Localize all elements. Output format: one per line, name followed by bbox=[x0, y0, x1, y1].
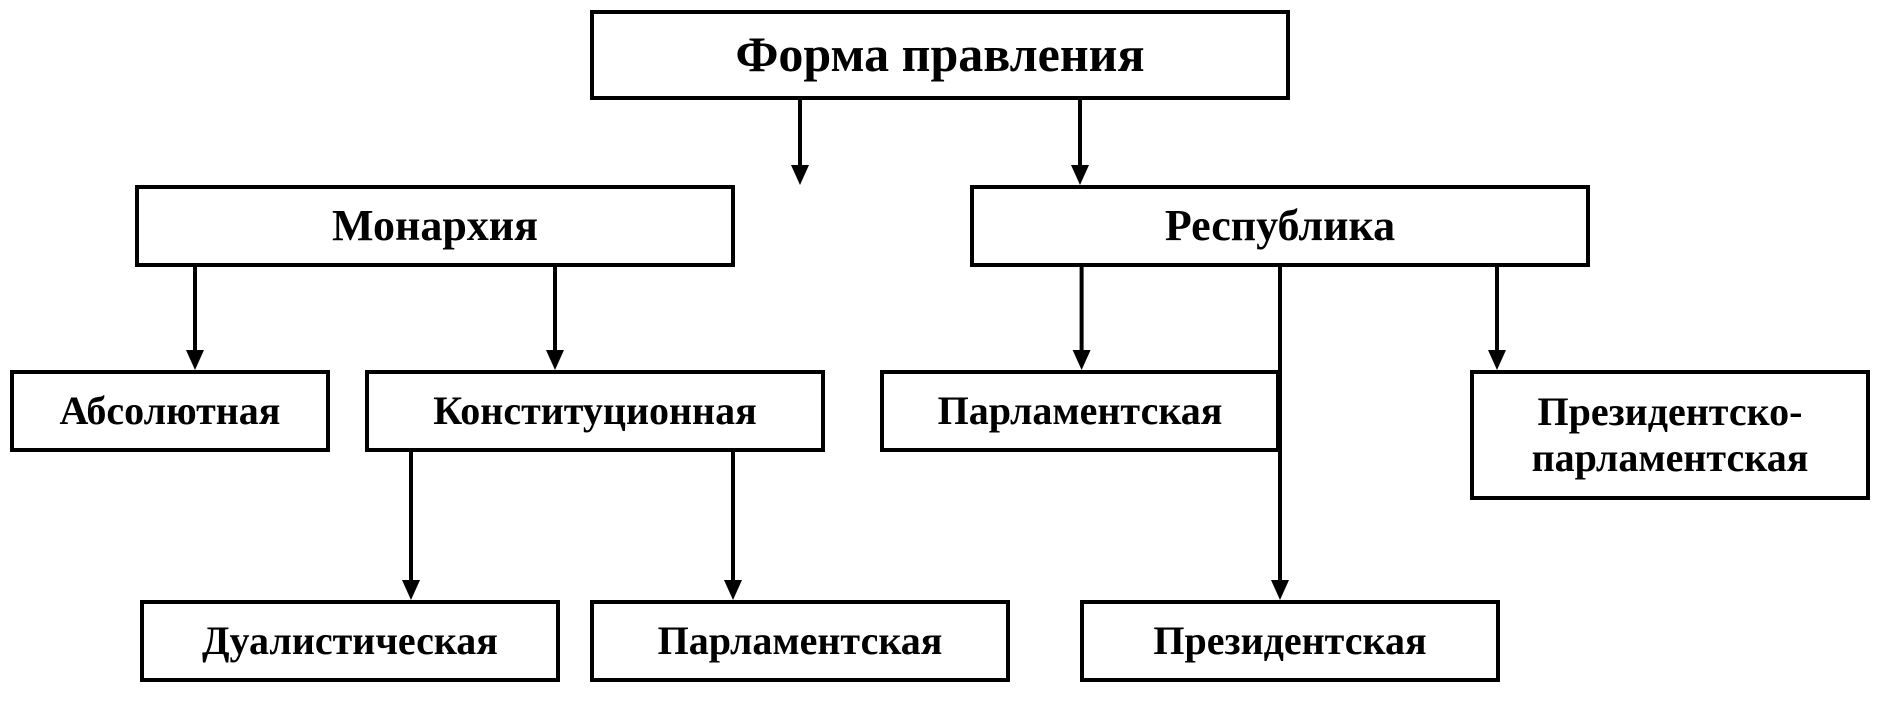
node-parl_r: Парламентская bbox=[880, 370, 1280, 452]
node-label: Республика bbox=[1165, 201, 1395, 252]
node-label: Парламентская bbox=[938, 388, 1223, 434]
node-prespar: Президентско- парламентская bbox=[1470, 370, 1870, 500]
node-label: Конституционная bbox=[433, 388, 756, 434]
node-abs: Абсолютная bbox=[10, 370, 330, 452]
node-parl_c: Парламентская bbox=[590, 600, 1010, 682]
node-label: Парламентская bbox=[658, 618, 943, 664]
node-mon: Монархия bbox=[135, 185, 735, 267]
node-root: Форма правления bbox=[590, 10, 1290, 100]
node-rep: Республика bbox=[970, 185, 1590, 267]
node-const: Конституционная bbox=[365, 370, 825, 452]
node-pres: Президентская bbox=[1080, 600, 1500, 682]
node-label: Президентская bbox=[1153, 618, 1426, 664]
node-label: Монархия bbox=[332, 201, 538, 252]
node-label: Президентско- парламентская bbox=[1532, 389, 1809, 481]
node-dual: Дуалистическая bbox=[140, 600, 560, 682]
node-label: Форма правления bbox=[735, 26, 1144, 84]
node-label: Дуалистическая bbox=[202, 618, 498, 664]
diagram-canvas: Форма правления Монархия Республика Абсолют… bbox=[0, 0, 1881, 719]
node-label: Абсолютная bbox=[60, 388, 281, 434]
